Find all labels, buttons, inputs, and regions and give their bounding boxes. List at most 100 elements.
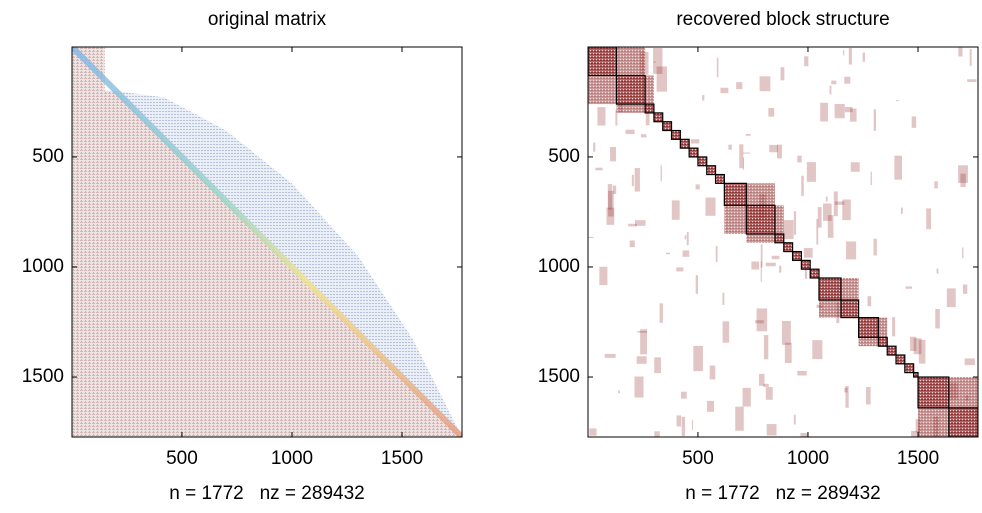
scatter-texture [783,220,794,240]
scatter-texture [615,109,618,126]
offdiag-fill [878,317,888,338]
block-fill [948,407,978,437]
scatter-texture [844,76,851,84]
scatter-texture [804,268,808,279]
scatter-texture [625,129,635,135]
plot-area [72,47,462,437]
scatter-texture [656,66,667,92]
scatter-texture [702,95,705,101]
y-tick-label: 1000 [538,256,580,277]
scatter-texture [862,52,865,62]
y-tick-label: 1500 [538,366,580,387]
scatter-texture [845,386,849,408]
offdiag-fill [948,377,978,408]
scatter-texture [817,207,822,228]
scatter-texture [834,201,845,205]
scatter-texture [849,108,857,122]
scatter-texture [797,370,807,376]
scatter-texture [918,339,926,364]
scatter-texture [842,199,851,221]
scatter-texture [631,174,634,187]
scatter-texture [969,48,972,66]
scatter-texture [831,80,837,85]
block-outline [688,147,699,158]
block-fill [858,317,879,338]
scatter-texture [892,317,896,337]
scatter-texture [911,116,917,128]
scatter-texture [735,406,744,431]
x-tick-label: 1000 [787,448,829,469]
offdiag-fill [588,75,617,105]
block-outline [917,376,950,409]
scatter-texture [640,329,648,355]
scatter-texture [793,211,797,235]
block-fill [918,377,949,408]
scatter-texture [628,223,637,227]
plot-area [588,47,978,437]
scatter-texture [834,103,845,119]
block-fill [878,337,888,347]
scatter-texture [780,67,785,81]
scatter-texture [765,262,776,267]
block-fill [783,242,793,252]
scatter-texture [709,365,716,380]
offdiag-fill [818,299,841,318]
scatter-texture [760,261,762,282]
scatter-texture [612,185,617,194]
y-tick-label: 1000 [22,256,64,277]
scatter-texture [755,320,764,324]
scatter-texture [926,208,932,230]
scatter-texture [593,142,596,152]
scatter-texture [913,338,922,355]
scatter-texture [763,335,769,360]
scatter-texture [634,220,646,226]
scatter-texture [676,415,682,427]
scatter-texture [958,47,963,57]
block-outline [913,372,919,378]
scatter-texture [690,139,700,144]
block-outline [714,173,725,184]
block-fill [697,156,707,166]
scatter-texture [797,155,802,163]
scatter-texture [653,48,663,74]
scatter-texture [766,424,777,436]
scatter-texture [610,147,616,162]
scatter-texture [716,57,719,78]
scatter-texture [848,48,852,65]
scatter-texture [588,236,594,238]
scatter-texture [801,175,804,197]
block-outline [800,259,811,270]
scatter-texture [793,414,796,425]
scatter-texture [779,265,782,273]
scatter-texture [873,109,877,131]
block-outline [809,268,820,279]
block-fill [840,299,859,318]
block-fill [913,372,919,378]
scatter-texture [866,386,871,405]
axes-box [71,46,463,438]
x-tick-label: 500 [166,448,198,469]
block-fill [616,75,646,105]
block-fill [645,104,654,113]
scatter-texture [768,107,775,117]
scatter-texture [846,241,857,260]
scatter-texture [604,353,616,358]
block-outline [653,112,664,123]
scatter-texture [781,320,791,345]
scatter-texture [720,87,729,94]
diagonal [72,47,462,437]
block-fill [662,121,672,131]
scatter-texture [739,144,744,169]
scatter-texture [804,247,813,258]
scatter-texture [634,168,640,192]
scatter-texture [960,173,966,188]
offdiag-fill [774,205,784,234]
offdiag-fill [645,75,654,105]
offdiag-fill [616,47,646,76]
x-tick-label: 1500 [897,448,939,469]
block-outline [723,182,747,206]
scatter-texture [695,275,698,294]
scatter-texture [823,203,832,221]
scatter-texture [812,340,823,360]
